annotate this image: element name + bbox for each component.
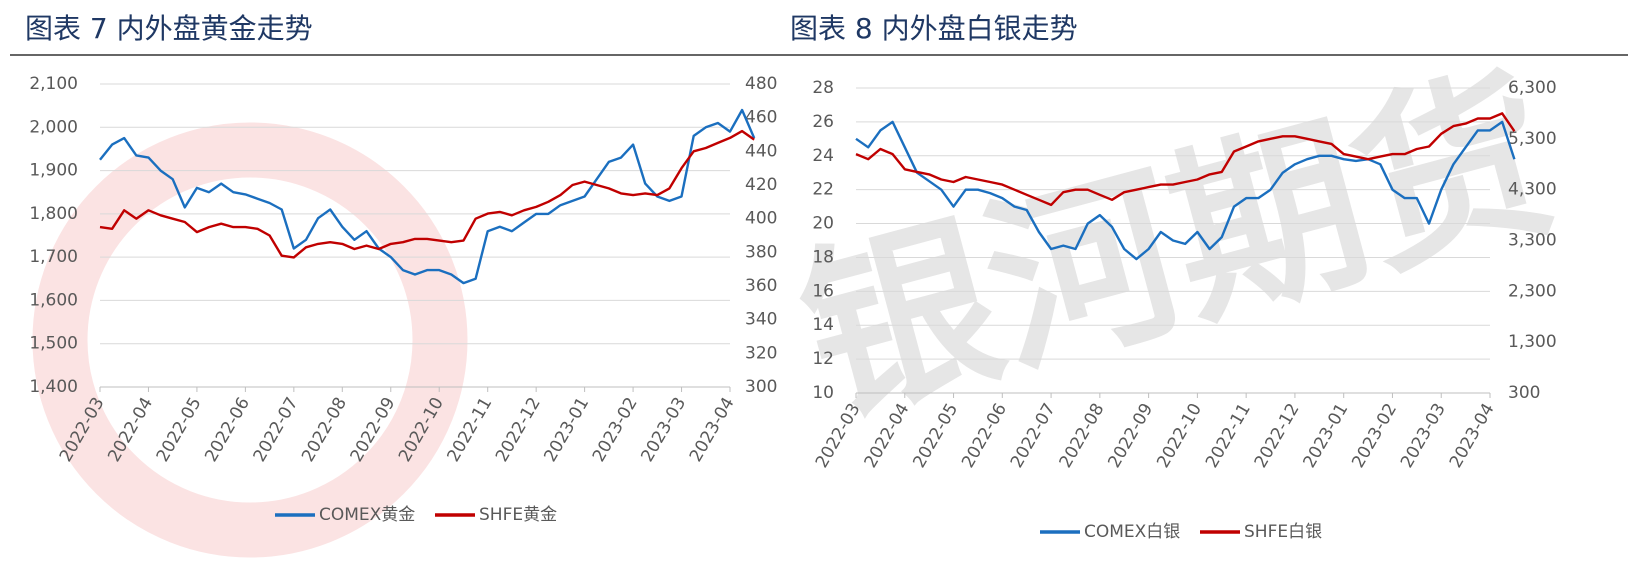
series-line	[855, 120, 1516, 261]
series-line	[855, 112, 1516, 207]
y-tick-label: 10	[812, 383, 834, 403]
y-tick-label: 12	[812, 349, 834, 369]
y2-tick-label: 3,300	[1508, 231, 1557, 251]
x-tick-label: 2022-07	[1007, 400, 1060, 472]
y-tick-label: 1,800	[29, 204, 78, 224]
y-tick-label: 16	[812, 281, 834, 301]
x-tick-label: 2022-08	[1056, 400, 1109, 472]
y-tick-label: 20	[812, 214, 834, 234]
x-tick-label: 2022-11	[1202, 400, 1255, 472]
x-tick-label: 2022-12	[1251, 400, 1304, 472]
x-tick-label: 2022-10	[1153, 400, 1206, 472]
chart-title: 图表 7 内外盘黄金走势	[25, 12, 313, 45]
watermark: 银河期货	[781, 42, 1572, 452]
x-tick-label: 2023-03	[1397, 400, 1450, 472]
x-tick-label: 2022-05	[153, 394, 206, 466]
y-tick-label: 2,100	[29, 74, 78, 94]
legend-label: COMEX黄金	[319, 505, 415, 525]
y2-tick-label: 360	[745, 276, 777, 296]
y2-tick-label: 2,300	[1508, 281, 1557, 301]
y2-tick-label: 300	[1508, 383, 1540, 403]
y-tick-label: 14	[812, 315, 834, 335]
y-tick-label: 1,700	[29, 247, 78, 267]
y-tick-label: 1,400	[29, 377, 78, 397]
series-line	[99, 129, 755, 259]
x-tick-label: 2023-04	[1446, 400, 1499, 472]
y2-tick-label: 4,300	[1508, 180, 1557, 200]
x-tick-label: 2022-08	[298, 394, 351, 466]
y2-tick-label: 1,300	[1508, 332, 1557, 352]
y-tick-label: 1,900	[29, 161, 78, 181]
y2-tick-label: 6,300	[1508, 78, 1557, 98]
x-tick-label: 2023-01	[1300, 400, 1353, 472]
y-tick-label: 1,500	[29, 334, 78, 354]
x-tick-label: 2023-03	[637, 394, 690, 466]
x-tick-label: 2022-06	[201, 394, 254, 466]
x-tick-label: 2023-02	[589, 394, 642, 466]
y-tick-label: 1,600	[29, 290, 78, 310]
x-tick-label: 2023-02	[1348, 400, 1401, 472]
y2-tick-label: 380	[745, 242, 777, 262]
y-tick-label: 26	[812, 112, 834, 132]
y2-tick-label: 320	[745, 343, 777, 363]
x-tick-label: 2022-09	[1104, 400, 1157, 472]
chart-title: 图表 8 内外盘白银走势	[790, 12, 1078, 45]
y2-tick-label: 420	[745, 175, 777, 195]
y2-tick-label: 460	[745, 108, 777, 128]
legend-label: SHFE白银	[1244, 522, 1322, 542]
x-tick-label: 2022-07	[250, 394, 303, 466]
series-line	[99, 108, 756, 285]
y-tick-label: 2,000	[29, 117, 78, 137]
logo-decoration	[32, 122, 468, 558]
y-tick-label: 22	[812, 180, 834, 200]
x-tick-label: 2023-04	[686, 394, 739, 466]
y2-tick-label: 480	[745, 74, 777, 94]
y2-tick-label: 340	[745, 310, 777, 330]
y2-tick-label: 5,300	[1508, 129, 1557, 149]
y-tick-label: 18	[812, 247, 834, 267]
y-tick-label: 28	[812, 78, 834, 98]
legend-label: SHFE黄金	[479, 505, 557, 525]
x-tick-label: 2023-01	[540, 394, 593, 466]
x-tick-label: 2022-12	[492, 394, 545, 466]
y2-tick-label: 440	[745, 141, 777, 161]
y2-tick-label: 400	[745, 209, 777, 229]
y-tick-label: 24	[812, 146, 834, 166]
y2-tick-label: 300	[745, 377, 777, 397]
legend-label: COMEX白银	[1084, 522, 1180, 542]
